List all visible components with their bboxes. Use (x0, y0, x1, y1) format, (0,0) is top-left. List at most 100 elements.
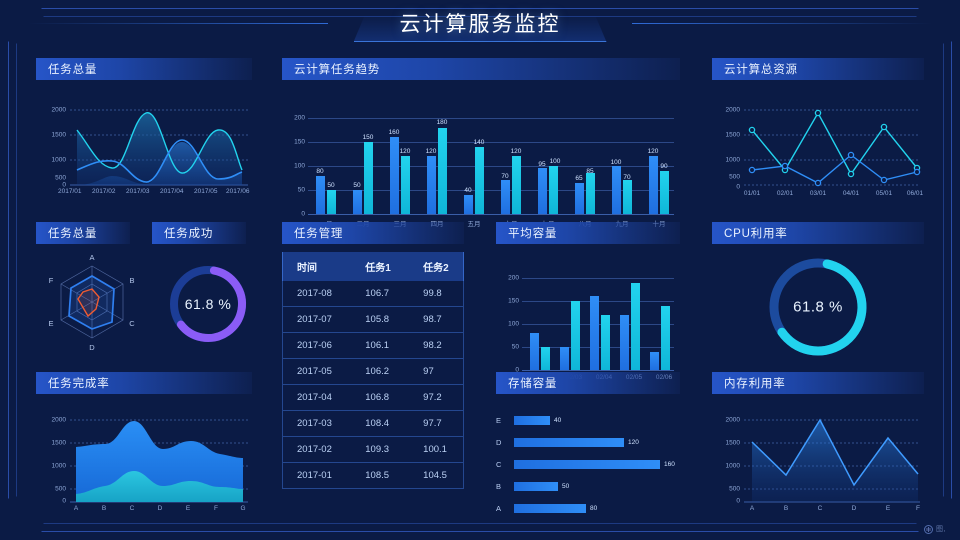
chart-task-trend: 200 150 100 50 0 (282, 80, 680, 228)
y-tick-500: 500 (729, 485, 740, 493)
svg-text:A: A (89, 253, 94, 262)
bar-cyan-2[interactable] (401, 156, 410, 214)
bar-cyan-3[interactable] (631, 282, 640, 370)
bar-cyan-5[interactable] (512, 156, 521, 214)
table-header-row: 时间 任务1 任务2 (282, 252, 465, 281)
panel-header: 存储容量 (496, 372, 680, 394)
panel-task-trend: 云计算任务趋势 200 150 100 50 0 (282, 58, 680, 228)
axis-baseline (522, 370, 674, 371)
bar-blue-1[interactable] (353, 190, 362, 214)
table-row[interactable]: 2017-04 106.8 97.2 (282, 384, 465, 411)
y-tick-1000: 1000 (725, 156, 740, 164)
x-tick-5: 2017/06 (226, 188, 250, 195)
bar-blue-8[interactable] (612, 166, 621, 214)
y-tick-0: 0 (736, 497, 740, 505)
hbar-d[interactable] (514, 438, 624, 447)
cell-task2: 97.7 (409, 410, 465, 437)
chart-cpu-usage: 61.8 % (712, 244, 924, 370)
bar-blue-4[interactable] (650, 351, 659, 370)
hbar-row-d: D 120 (496, 438, 680, 447)
table-row[interactable]: 2017-02 109.3 100.1 (282, 436, 465, 463)
x-tick-3: D (851, 505, 857, 512)
panel-total-resource: 云计算总资源 (712, 58, 924, 198)
bar-label-blue-7: 65 (575, 175, 583, 182)
bar-cyan-4[interactable] (661, 305, 670, 370)
panel-task-total-radar: 任务总量 (36, 222, 130, 244)
bar-label-cyan-6: 100 (549, 158, 561, 165)
hbar-e[interactable] (514, 416, 550, 425)
hbar-a[interactable] (514, 504, 586, 513)
bar-cyan-6[interactable] (549, 166, 558, 214)
bar-cyan-1[interactable] (364, 142, 373, 214)
bar-blue-1[interactable] (560, 347, 569, 370)
bar-label-blue-1: 50 (353, 182, 361, 189)
panel-header: 任务总量 (36, 58, 252, 80)
cell-time: 2017-03 (282, 410, 352, 437)
y-tick-2000: 2000 (725, 106, 740, 114)
panel-header: 任务管理 (282, 222, 464, 244)
bar-cyan-1[interactable] (571, 301, 580, 370)
x-tick-0: A (749, 505, 755, 512)
bar-label-blue-2: 160 (388, 129, 400, 136)
hbar-c[interactable] (514, 460, 660, 469)
table-row[interactable]: 2017-07 105.8 98.7 (282, 306, 465, 333)
table-row[interactable]: 2017-06 106.1 98.2 (282, 332, 465, 359)
bar-blue-3[interactable] (620, 314, 629, 370)
bar-cyan-2[interactable] (601, 314, 610, 370)
bars-plot-area (308, 118, 674, 214)
bar-blue-3[interactable] (427, 156, 436, 214)
bar-cyan-0[interactable] (327, 190, 336, 214)
header-rule-right (632, 23, 932, 24)
panel-task-complete: 任务完成率 (36, 372, 252, 516)
dashboard-board: 任务总量 (0, 46, 960, 540)
svg-text:C: C (129, 319, 135, 328)
y-tick-150: 150 (508, 297, 519, 305)
bar-cyan-4[interactable] (475, 146, 484, 214)
bar-blue-9[interactable] (649, 156, 658, 214)
memory-area-chart-svg (744, 418, 920, 503)
bar-blue-5[interactable] (501, 180, 510, 214)
y-tick-100: 100 (508, 320, 519, 328)
y-tick-1000: 1000 (51, 156, 66, 164)
table-row[interactable]: 2017-08 106.7 99.8 (282, 281, 465, 307)
bar-cyan-7[interactable] (586, 173, 595, 214)
chart-avg-capacity: 200 150 100 50 0 02/02 02/03 02/04 02/05 (496, 244, 680, 381)
bar-blue-2[interactable] (590, 296, 599, 370)
table-row[interactable]: 2017-03 108.4 97.7 (282, 410, 465, 437)
x-tick-0: 01/01 (743, 190, 761, 197)
table-row[interactable]: 2017-01 108.5 104.5 (282, 462, 465, 489)
chart-task-total-radar: A B C D E F (36, 246, 148, 376)
bar-blue-2[interactable] (390, 137, 399, 214)
table-row[interactable]: 2017-05 106.2 97 (282, 358, 465, 385)
gridline-200 (308, 118, 674, 119)
bar-blue-4[interactable] (464, 194, 473, 214)
hbar-row-c: C 160 (496, 460, 680, 469)
bar-cyan-9[interactable] (660, 170, 669, 214)
cell-task1: 109.3 (351, 436, 410, 463)
bar-cyan-0[interactable] (541, 347, 550, 370)
cell-task1: 106.2 (351, 358, 410, 385)
hbar-row-e: E 40 (496, 416, 680, 425)
cpu-usage-value: 61.8 % (793, 298, 843, 316)
x-tick-4: 05/01 (875, 190, 893, 197)
area-chart-svg (70, 109, 248, 186)
y-tick-200: 200 (294, 114, 305, 122)
col-header-task2: 任务2 (409, 252, 465, 281)
panel-title: 任务成功 (164, 228, 214, 240)
bar-blue-6[interactable] (538, 168, 547, 214)
bar-blue-7[interactable] (575, 182, 584, 214)
bar-blue-0[interactable] (316, 175, 325, 214)
y-tick-150: 150 (294, 138, 305, 146)
bar-blue-0[interactable] (530, 333, 539, 370)
col-header-task1: 任务1 (351, 252, 410, 281)
bar-cyan-8[interactable] (623, 180, 632, 214)
hbar-row-b: B 50 (496, 482, 680, 491)
x-tick-4: E (185, 505, 191, 512)
hbar-b[interactable] (514, 482, 558, 491)
hbar-cat-c: C (496, 460, 502, 469)
cell-task1: 106.8 (351, 384, 410, 411)
bar-cyan-3[interactable] (438, 127, 447, 214)
cell-task1: 108.4 (351, 410, 410, 437)
watermark-label: 图, (936, 526, 946, 533)
bar-label-cyan-9: 90 (660, 163, 668, 170)
